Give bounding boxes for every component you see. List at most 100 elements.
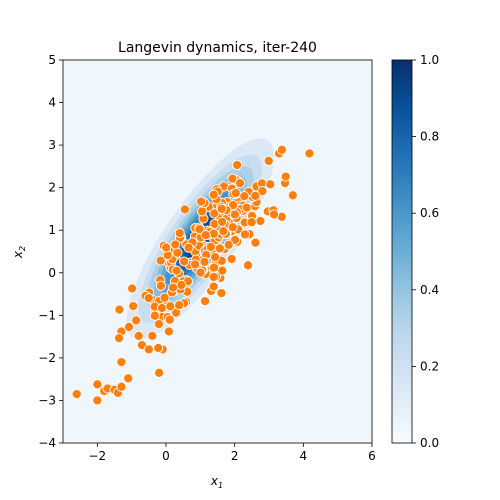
sample-point	[116, 357, 127, 368]
sample-point	[143, 293, 154, 304]
sample-point	[190, 259, 201, 270]
sample-point	[133, 330, 144, 341]
sample-point	[196, 206, 208, 217]
y-tick-label: 1	[48, 223, 56, 237]
sample-point	[143, 344, 154, 355]
sample-point	[156, 302, 168, 314]
sample-point	[304, 148, 315, 159]
sample-point	[241, 202, 252, 213]
sample-point	[155, 280, 166, 291]
y-tick-label: 4	[48, 96, 56, 110]
colorbar-tick-label: 0.4	[420, 283, 439, 297]
sample-point	[153, 319, 164, 330]
sample-point	[217, 265, 228, 276]
chart-title: Langevin dynamics, iter-240	[118, 40, 317, 56]
sample-point	[71, 389, 82, 400]
sample-point	[123, 321, 135, 333]
sample-point	[209, 208, 220, 219]
sample-point	[153, 342, 164, 354]
sample-point	[149, 310, 160, 321]
x-axis-ticks: −2 0 2 4 6	[88, 443, 376, 463]
y-axis-ticks: −4 −3 −2 −1 0 1 2 3 4 5	[38, 53, 63, 450]
sample-point	[250, 190, 261, 201]
sample-point	[123, 373, 134, 384]
sample-point	[214, 243, 225, 254]
sample-point	[226, 253, 237, 265]
colorbar-ticks: 0.0 0.2 0.4 0.6 0.8 1.0	[412, 53, 439, 450]
sample-point	[170, 239, 181, 250]
x-axis-label-subscript: 1	[218, 481, 223, 490]
colorbar-tick-label: 0.0	[420, 436, 439, 450]
x-tick-label: −2	[88, 449, 106, 463]
sample-point	[174, 228, 185, 239]
sample-point	[232, 159, 243, 171]
sample-point	[263, 155, 274, 166]
sample-point	[168, 282, 179, 293]
sample-point	[195, 267, 206, 278]
sample-point	[154, 367, 165, 378]
y-tick-label: −2	[38, 351, 56, 365]
sample-point	[280, 171, 291, 182]
y-tick-label: 3	[48, 138, 56, 152]
sample-point	[163, 326, 174, 337]
sample-point	[246, 217, 257, 228]
sample-point	[229, 209, 240, 220]
sample-point	[114, 304, 125, 315]
y-tick-label: −1	[38, 308, 56, 322]
sample-point	[127, 283, 138, 294]
sample-point	[208, 271, 219, 283]
sample-point	[218, 226, 229, 237]
sample-point	[208, 281, 219, 292]
sample-points	[71, 144, 315, 406]
y-tick-label: 0	[48, 266, 56, 280]
sample-point	[172, 247, 183, 258]
sample-point	[208, 228, 219, 239]
colorbar-tick-label: 1.0	[420, 53, 439, 67]
sample-point	[92, 395, 103, 406]
y-axis-label-main: x	[11, 250, 25, 259]
sample-point	[242, 260, 254, 271]
sample-point	[128, 301, 139, 312]
sample-point	[227, 222, 238, 233]
sample-point	[199, 296, 211, 307]
sample-point	[216, 288, 227, 299]
colorbar: 0.0 0.2 0.4 0.6 0.8 1.0	[391, 53, 439, 450]
y-axis-label: x2	[11, 246, 27, 259]
sample-point	[223, 239, 234, 250]
sample-point	[208, 262, 219, 273]
sample-point	[265, 179, 276, 190]
x-tick-label: 0	[162, 449, 170, 463]
sample-point	[255, 215, 266, 227]
colorbar-tick-label: 0.8	[420, 130, 439, 144]
x-axis-label-main: x	[210, 474, 219, 488]
sample-point	[235, 178, 246, 189]
sample-point	[257, 186, 268, 197]
sample-point	[159, 292, 170, 303]
y-tick-label: −3	[38, 393, 56, 407]
sample-point	[161, 242, 172, 253]
y-tick-label: −4	[38, 436, 56, 450]
sample-point	[276, 144, 287, 155]
sample-point	[179, 204, 190, 215]
sample-point	[250, 237, 261, 248]
colorbar-gradient	[391, 59, 413, 444]
sample-point	[210, 252, 221, 263]
y-tick-label: 2	[48, 181, 56, 195]
x-tick-label: 6	[368, 449, 376, 463]
sample-point	[179, 256, 190, 267]
x-axis-label: x1	[210, 474, 223, 490]
sample-point	[164, 314, 175, 325]
sample-point	[183, 242, 194, 253]
sample-point	[196, 196, 207, 207]
sample-point	[165, 301, 176, 312]
sample-point	[205, 241, 216, 252]
sample-point	[227, 173, 238, 184]
sample-point	[216, 203, 227, 214]
sample-point	[268, 209, 280, 220]
sample-point	[113, 333, 125, 344]
colorbar-tick-label: 0.2	[420, 359, 439, 373]
sample-point	[287, 190, 298, 201]
sample-point	[171, 265, 182, 276]
sample-point	[194, 224, 205, 235]
sample-point	[131, 315, 142, 326]
